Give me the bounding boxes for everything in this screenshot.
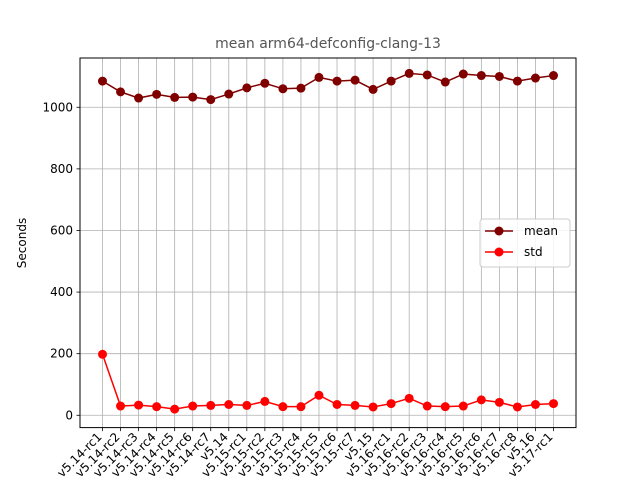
data-point-mean — [549, 71, 558, 81]
y-axis-label: Seconds — [15, 218, 29, 268]
data-point-mean — [206, 95, 216, 105]
data-point-std — [188, 401, 198, 411]
data-point-mean — [260, 78, 270, 88]
data-point-std — [296, 402, 306, 412]
data-point-std — [512, 402, 522, 412]
data-point-mean — [422, 70, 432, 80]
data-point-mean — [404, 68, 414, 78]
data-point-std — [134, 400, 144, 410]
data-point-mean — [440, 77, 450, 87]
data-point-std — [278, 402, 288, 412]
data-point-std — [549, 399, 558, 409]
data-point-std — [440, 402, 450, 412]
legend-marker-mean — [494, 226, 504, 236]
y-tick-label: 1000 — [42, 100, 73, 114]
data-point-mean — [386, 76, 396, 86]
legend-marker-std — [494, 247, 504, 257]
ticks: v5.14-rc1v5.14-rc2v5.14-rc3v5.14-rc4v5.1… — [42, 100, 555, 480]
y-tick-label: 200 — [50, 347, 73, 361]
data-point-mean — [188, 92, 198, 102]
data-point-mean — [296, 83, 306, 93]
y-tick-label: 400 — [50, 285, 73, 299]
data-point-mean — [512, 76, 522, 86]
data-point-std — [458, 401, 468, 411]
data-point-mean — [494, 71, 504, 81]
data-point-std — [206, 400, 216, 410]
data-point-std — [170, 404, 180, 414]
data-point-mean — [152, 89, 162, 99]
data-point-mean — [332, 76, 342, 86]
chart-title: mean arm64-defconfig-clang-13 — [215, 36, 441, 52]
data-point-mean — [476, 71, 486, 81]
data-point-mean — [242, 83, 252, 93]
legend: mean std — [479, 218, 571, 268]
plot-frame — [79, 57, 577, 429]
data-point-std — [422, 401, 432, 411]
data-point-std — [368, 402, 378, 412]
data-point-std — [350, 400, 360, 410]
data-point-std — [386, 399, 396, 409]
data-point-mean — [98, 76, 107, 86]
y-tick-label: 800 — [50, 162, 73, 176]
data-point-mean — [350, 75, 360, 85]
data-point-std — [98, 349, 107, 359]
data-point-mean — [368, 84, 378, 94]
data-point-std — [260, 396, 270, 406]
data-point-mean — [278, 84, 288, 94]
data-point-std — [404, 393, 414, 403]
y-tick-label: 0 — [65, 408, 73, 422]
data-point-mean — [134, 93, 144, 103]
data-point-mean — [530, 73, 540, 83]
data-point-std — [242, 400, 252, 410]
data-point-mean — [116, 87, 126, 97]
data-point-std — [116, 401, 126, 411]
data-point-mean — [224, 89, 234, 99]
data-point-mean — [458, 69, 468, 79]
data-point-mean — [170, 92, 180, 102]
legend-label-mean: mean — [524, 224, 558, 238]
y-tick-label: 600 — [50, 223, 73, 237]
data-point-mean — [314, 72, 324, 82]
data-point-std — [224, 400, 234, 409]
data-point-std — [152, 402, 162, 412]
data-point-std — [494, 397, 504, 407]
data-point-std — [314, 390, 324, 400]
data-point-std — [530, 400, 540, 409]
data-point-std — [332, 400, 342, 409]
series-layer — [98, 68, 558, 414]
legend-label-std: std — [524, 245, 543, 259]
data-point-std — [476, 395, 486, 405]
